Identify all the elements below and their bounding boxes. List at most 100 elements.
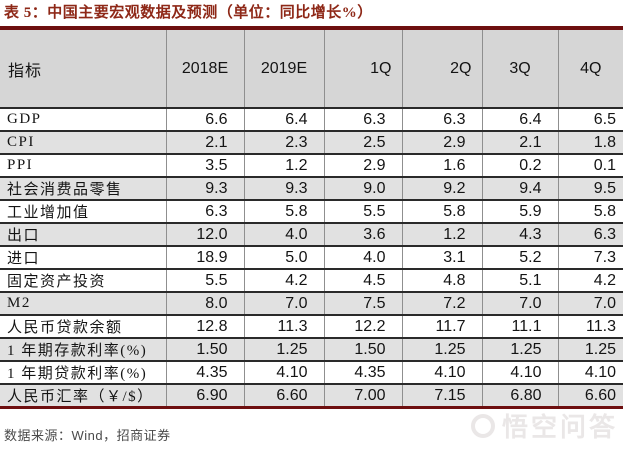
row-label-cell: 出口 <box>0 223 166 247</box>
value-cell: 4.0 <box>323 246 402 270</box>
value-cell: 4.0 <box>243 223 324 247</box>
value-cell: 5.0 <box>243 246 324 270</box>
row-label-cell: 1 年期贷款利率(%) <box>0 361 166 385</box>
column-header-1q: 1Q <box>323 30 402 109</box>
value-cell: 4.10 <box>481 361 558 385</box>
table-row: 人民币汇率（￥/$） 6.90 6.60 7.00 7.15 6.80 6.60 <box>0 384 623 409</box>
value-cell: 3.6 <box>323 223 402 247</box>
value-cell: 9.2 <box>401 177 482 201</box>
value-cell: 1.50 <box>323 338 402 362</box>
macro-data-table: 指标 2018E 2019E 1Q 2Q 3Q 4Q GDP 6.6 6.4 6.3 6… <box>0 30 623 409</box>
value-cell: 1.25 <box>481 338 558 362</box>
value-cell: 7.5 <box>323 292 402 316</box>
value-cell: 6.3 <box>401 108 482 132</box>
table-row: 1 年期存款利率(%) 1.50 1.25 1.50 1.25 1.25 1.25 <box>0 338 623 362</box>
value-cell: 12.2 <box>323 315 402 339</box>
value-cell: 6.5 <box>557 108 623 132</box>
value-cell: 6.3 <box>557 223 623 247</box>
value-cell: 2.3 <box>243 131 324 155</box>
value-cell: 4.10 <box>557 361 623 385</box>
value-cell: 5.8 <box>243 200 324 224</box>
value-cell: 0.1 <box>557 154 623 178</box>
value-cell: 1.25 <box>401 338 482 362</box>
column-header-2018e: 2018E <box>165 30 244 109</box>
value-cell: 9.3 <box>165 177 244 201</box>
value-cell: 12.8 <box>165 315 244 339</box>
table-header: 指标 2018E 2019E 1Q 2Q 3Q 4Q <box>0 30 623 109</box>
value-cell: 4.5 <box>323 269 402 293</box>
row-label-cell: CPI <box>0 131 166 155</box>
value-cell: 7.2 <box>401 292 482 316</box>
value-cell: 1.25 <box>557 338 623 362</box>
column-header-indicator: 指标 <box>0 30 166 109</box>
value-cell: 6.60 <box>557 384 623 409</box>
column-header-2019e: 2019E <box>243 30 324 109</box>
value-cell: 9.5 <box>557 177 623 201</box>
row-label-cell: 固定资产投资 <box>0 269 166 293</box>
table-title: 表 5：中国主要宏观数据及预测（单位：同比增长%） <box>4 5 373 21</box>
value-cell: 11.1 <box>481 315 558 339</box>
table-row: 人民币贷款余额 12.8 11.3 12.2 11.7 11.1 11.3 <box>0 315 623 339</box>
value-cell: 6.90 <box>165 384 244 409</box>
value-cell: 9.3 <box>243 177 324 201</box>
value-cell: 6.3 <box>165 200 244 224</box>
value-cell: 4.2 <box>557 269 623 293</box>
value-cell: 2.5 <box>323 131 402 155</box>
row-label-cell: 工业增加值 <box>0 200 166 224</box>
table-row: CPI 2.1 2.3 2.5 2.9 2.1 1.8 <box>0 131 623 155</box>
table-row: 1 年期贷款利率(%) 4.35 4.10 4.35 4.10 4.10 4.10 <box>0 361 623 385</box>
table-row: 进口 18.9 5.0 4.0 3.1 5.2 7.3 <box>0 246 623 270</box>
value-cell: 7.00 <box>323 384 402 409</box>
column-header-2q: 2Q <box>401 30 482 109</box>
value-cell: 1.6 <box>401 154 482 178</box>
value-cell: 6.6 <box>165 108 244 132</box>
value-cell: 7.0 <box>243 292 324 316</box>
watermark-logo-icon <box>470 413 495 438</box>
value-cell: 5.8 <box>401 200 482 224</box>
value-cell: 5.2 <box>481 246 558 270</box>
value-cell: 5.5 <box>165 269 244 293</box>
row-label-cell: GDP <box>0 108 166 132</box>
value-cell: 4.8 <box>401 269 482 293</box>
column-header-3q: 3Q <box>481 30 558 109</box>
value-cell: 1.50 <box>165 338 244 362</box>
value-cell: 7.15 <box>401 384 482 409</box>
value-cell: 1.8 <box>557 131 623 155</box>
value-cell: 11.7 <box>401 315 482 339</box>
value-cell: 6.4 <box>481 108 558 132</box>
table-row: GDP 6.6 6.4 6.3 6.3 6.4 6.5 <box>0 108 623 132</box>
row-label-cell: 1 年期存款利率(%) <box>0 338 166 362</box>
value-cell: 1.25 <box>243 338 324 362</box>
value-cell: 2.9 <box>323 154 402 178</box>
data-source-note: 数据来源：Wind，招商证券 <box>4 428 171 443</box>
value-cell: 9.4 <box>481 177 558 201</box>
value-cell: 2.9 <box>401 131 482 155</box>
header-row: 指标 2018E 2019E 1Q 2Q 3Q 4Q <box>0 30 623 109</box>
value-cell: 6.80 <box>481 384 558 409</box>
row-label-cell: PPI <box>0 154 166 178</box>
value-cell: 1.2 <box>401 223 482 247</box>
value-cell: 7.3 <box>557 246 623 270</box>
table-row: 社会消费品零售 9.3 9.3 9.0 9.2 9.4 9.5 <box>0 177 623 201</box>
value-cell: 7.0 <box>557 292 623 316</box>
value-cell: 4.35 <box>323 361 402 385</box>
table-row: 固定资产投资 5.5 4.2 4.5 4.8 5.1 4.2 <box>0 269 623 293</box>
value-cell: 1.2 <box>243 154 324 178</box>
value-cell: 12.0 <box>165 223 244 247</box>
watermark: 悟空问答 <box>470 407 618 444</box>
table-row: PPI 3.5 1.2 2.9 1.6 0.2 0.1 <box>0 154 623 178</box>
value-cell: 5.1 <box>481 269 558 293</box>
value-cell: 4.3 <box>481 223 558 247</box>
value-cell: 11.3 <box>557 315 623 339</box>
title-rule-divider <box>0 26 623 30</box>
value-cell: 18.9 <box>165 246 244 270</box>
value-cell: 4.35 <box>165 361 244 385</box>
row-label-cell: 人民币贷款余额 <box>0 315 166 339</box>
value-cell: 9.0 <box>323 177 402 201</box>
value-cell: 4.2 <box>243 269 324 293</box>
value-cell: 4.10 <box>401 361 482 385</box>
value-cell: 6.4 <box>243 108 324 132</box>
table-row: M2 8.0 7.0 7.5 7.2 7.0 7.0 <box>0 292 623 316</box>
row-label-cell: 人民币汇率（￥/$） <box>0 384 166 409</box>
row-label-cell: 社会消费品零售 <box>0 177 166 201</box>
